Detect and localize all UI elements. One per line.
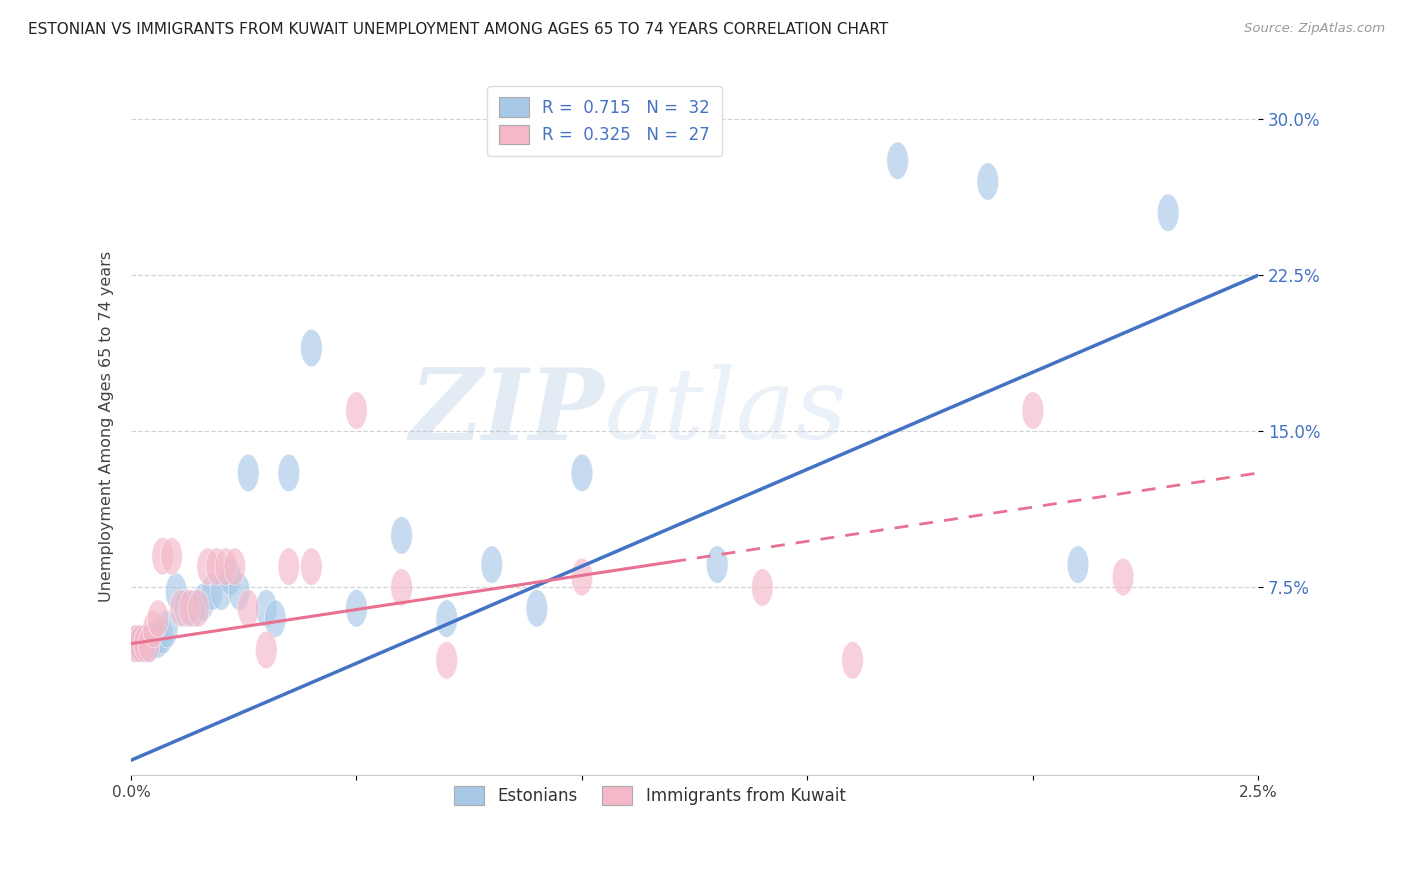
Ellipse shape [138, 625, 160, 663]
Ellipse shape [436, 641, 457, 679]
Ellipse shape [125, 625, 146, 663]
Ellipse shape [166, 573, 187, 610]
Ellipse shape [256, 632, 277, 669]
Ellipse shape [183, 590, 205, 627]
Ellipse shape [179, 590, 201, 627]
Ellipse shape [391, 569, 412, 607]
Y-axis label: Unemployment Among Ages 65 to 74 years: Unemployment Among Ages 65 to 74 years [100, 251, 114, 602]
Ellipse shape [219, 558, 240, 596]
Ellipse shape [706, 546, 728, 583]
Ellipse shape [215, 548, 236, 585]
Ellipse shape [278, 548, 299, 585]
Ellipse shape [346, 392, 367, 429]
Ellipse shape [256, 590, 277, 627]
Ellipse shape [436, 600, 457, 638]
Ellipse shape [1022, 392, 1043, 429]
Ellipse shape [205, 548, 228, 585]
Ellipse shape [143, 610, 165, 648]
Ellipse shape [1157, 194, 1180, 232]
Ellipse shape [228, 573, 250, 610]
Ellipse shape [887, 142, 908, 179]
Ellipse shape [301, 548, 322, 585]
Ellipse shape [1067, 546, 1088, 583]
Text: ZIP: ZIP [409, 364, 605, 460]
Ellipse shape [571, 558, 593, 596]
Ellipse shape [170, 590, 191, 627]
Ellipse shape [224, 548, 246, 585]
Ellipse shape [174, 590, 195, 627]
Ellipse shape [571, 454, 593, 491]
Text: Source: ZipAtlas.com: Source: ZipAtlas.com [1244, 22, 1385, 36]
Legend: Estonians, Immigrants from Kuwait: Estonians, Immigrants from Kuwait [444, 776, 855, 815]
Ellipse shape [481, 546, 502, 583]
Ellipse shape [160, 538, 183, 575]
Ellipse shape [129, 625, 150, 663]
Ellipse shape [143, 621, 165, 658]
Ellipse shape [201, 573, 224, 610]
Ellipse shape [264, 600, 287, 638]
Ellipse shape [346, 590, 367, 627]
Ellipse shape [238, 590, 259, 627]
Ellipse shape [156, 610, 179, 648]
Ellipse shape [526, 590, 548, 627]
Ellipse shape [148, 621, 169, 658]
Ellipse shape [1112, 558, 1133, 596]
Ellipse shape [134, 625, 156, 663]
Ellipse shape [129, 625, 150, 663]
Text: ESTONIAN VS IMMIGRANTS FROM KUWAIT UNEMPLOYMENT AMONG AGES 65 TO 74 YEARS CORREL: ESTONIAN VS IMMIGRANTS FROM KUWAIT UNEMP… [28, 22, 889, 37]
Ellipse shape [148, 600, 169, 638]
Ellipse shape [977, 163, 998, 201]
Ellipse shape [152, 538, 173, 575]
Ellipse shape [278, 454, 299, 491]
Ellipse shape [138, 625, 160, 663]
Ellipse shape [197, 548, 218, 585]
Ellipse shape [211, 573, 232, 610]
Ellipse shape [188, 590, 209, 627]
Ellipse shape [134, 625, 156, 663]
Ellipse shape [238, 454, 259, 491]
Ellipse shape [152, 616, 173, 654]
Ellipse shape [125, 625, 146, 663]
Text: atlas: atlas [605, 365, 848, 460]
Ellipse shape [301, 329, 322, 367]
Ellipse shape [193, 583, 214, 621]
Ellipse shape [391, 516, 412, 554]
Ellipse shape [842, 641, 863, 679]
Ellipse shape [751, 569, 773, 607]
